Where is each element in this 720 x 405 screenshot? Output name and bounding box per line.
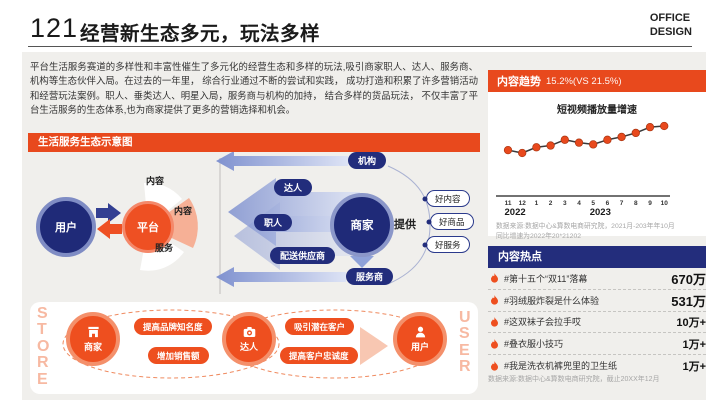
- svg-text:6: 6: [606, 200, 610, 207]
- arrow-service-left: [216, 267, 346, 287]
- service-provider-pill: 服务商: [346, 268, 394, 285]
- trend-panel-header: 内容趋势 15.2%(VS 21.5%): [488, 70, 706, 92]
- hotspot-row: #我是洗衣机裤兜里的卫生纸 1万+: [488, 355, 706, 376]
- platform-content-top-label: 内容: [146, 176, 165, 186]
- trend-footnote: 数据来源:数据中心&算数电商研究院，2021月-203年年10月 同比增速为20…: [488, 221, 706, 242]
- trend-footnote-line1: 数据来源:数据中心&算数电商研究院，2021月-203年年10月: [496, 223, 675, 230]
- delivery-pill: 配送供应商: [270, 247, 336, 264]
- hotspot-label: #我是洗衣机裤兜里的卫生纸: [504, 361, 618, 372]
- hotspot-value: 10万+: [676, 316, 706, 329]
- funnel-user-label: 用户: [410, 342, 429, 352]
- svg-text:8: 8: [634, 200, 638, 207]
- benefit-attract-pill: 吸引潜在客户: [285, 318, 355, 335]
- good-content-pill: 好内容: [426, 190, 470, 207]
- brand-line2: DESIGN: [649, 26, 692, 39]
- arrow-user-to-platform: [96, 203, 121, 223]
- ecosystem-diagram: 用户 平台 商家 内容 内容 服务 机构 达人 职人 配送供应商 服务商 提供 …: [28, 152, 480, 300]
- flame-icon: [491, 295, 498, 305]
- camera-icon: [243, 327, 255, 337]
- header-divider: [28, 46, 692, 47]
- intro-paragraph: 平台生活服务赛道的多样性和丰富性催生了多元化的经营生态和多样的玩法,吸引商家职人…: [30, 61, 478, 115]
- user-vertical-text: USER: [459, 309, 471, 376]
- funnel-merchant-circle: 商家: [66, 312, 120, 366]
- store-vertical-text: STORE: [37, 305, 50, 388]
- benefit-loyalty-pill: 提高客户忠诚度: [280, 347, 358, 364]
- arrow-to-user: [360, 327, 388, 365]
- zhiren-pill: 职人: [254, 214, 293, 231]
- provide-label: 提供: [394, 219, 416, 231]
- platform-content-right-label: 内容: [174, 206, 193, 216]
- hotspot-value: 1万+: [682, 360, 706, 373]
- brand-line1: OFFICE: [649, 12, 691, 24]
- flame-icon: [491, 360, 498, 371]
- svg-text:11: 11: [505, 200, 512, 207]
- flame-icon: [491, 273, 498, 283]
- ecosystem-section-title: 生活服务生态示意图: [28, 133, 480, 152]
- store-icon: [87, 326, 99, 338]
- svg-text:4: 4: [577, 200, 581, 207]
- platform-circle: 平台: [122, 201, 174, 253]
- brand-logo: OFFICE DESIGN: [650, 11, 692, 40]
- svg-text:12: 12: [519, 200, 527, 207]
- svg-text:1: 1: [535, 200, 539, 207]
- svg-text:9: 9: [648, 200, 652, 207]
- hotspot-value: 670万: [671, 271, 706, 287]
- good-service-pill: 好服务: [426, 236, 470, 253]
- user-circle: 用户: [36, 197, 96, 257]
- page-title: 经营新生态多元，玩法多样: [80, 23, 321, 45]
- hotspot-row: #叠衣服小技巧 1万+: [488, 333, 706, 356]
- funnel-merchant-label: 商家: [83, 342, 102, 352]
- funnel-daren-circle: 达人: [222, 312, 276, 366]
- svg-text:7: 7: [620, 200, 624, 207]
- store-user-funnel: STORE USER 商家 达人 用户 提高品牌知名度: [30, 302, 478, 394]
- slide-number: 121: [30, 13, 79, 43]
- hotspot-value: 1万+: [682, 338, 706, 351]
- flame-icon: [491, 338, 498, 349]
- hotspot-label: #第十五个“双11”落幕: [504, 273, 588, 284]
- org-pill: 机构: [348, 152, 387, 169]
- trend-header-value: 15.2%(VS 21.5%): [546, 75, 622, 87]
- svg-text:2023: 2023: [590, 207, 611, 216]
- good-goods-pill: 好商品: [430, 213, 474, 230]
- hotspot-label: #这双袜子会拉手哎: [504, 317, 582, 328]
- arrow-org-left: [216, 152, 348, 171]
- benefit-sales-pill: 增加销售额: [148, 347, 209, 364]
- svg-text:5: 5: [591, 200, 595, 207]
- hotspot-row: #第十五个“双11”落幕 670万: [488, 268, 706, 290]
- hotspots-list: #第十五个“双11”落幕 670万 #羽绒服炸裂是什么体验 531万 #这双袜子…: [488, 268, 706, 376]
- svg-text:2: 2: [549, 200, 553, 207]
- flame-icon: [491, 316, 498, 327]
- trend-footnote-line2: 同比增速为2022年20*21202: [496, 233, 582, 241]
- hotspot-row: #这双袜子会拉手哎 10万+: [488, 312, 706, 334]
- arrow-platform-to-user: [97, 219, 122, 239]
- trend-panel-body: 短视频播放量增速 11 12 1 2 3 4 5 6 7 8 9 10 2022 2023 数据来源:数据…: [488, 92, 706, 240]
- hotspot-label: #叠衣服小技巧: [504, 339, 564, 350]
- merchant-circle: 商家: [330, 193, 394, 257]
- daren-pill: 达人: [274, 179, 313, 196]
- hotspots-panel-header: 内容热点: [488, 246, 706, 268]
- svg-text:2022: 2022: [505, 207, 526, 216]
- funnel-daren-label: 达人: [239, 342, 258, 352]
- hotspot-row: #羽绒服炸裂是什么体验 531万: [488, 290, 706, 312]
- hotspot-label: #羽绒服炸裂是什么体验: [504, 295, 600, 306]
- svg-text:3: 3: [563, 200, 567, 207]
- trend-header-title: 内容趋势: [497, 76, 541, 88]
- benefit-brand-pill: 提高品牌知名度: [134, 318, 212, 335]
- funnel-user-circle: 用户: [393, 312, 447, 366]
- svg-text:10: 10: [661, 200, 669, 207]
- platform-service-label: 服务: [155, 243, 174, 253]
- hotspot-value: 531万: [671, 293, 706, 309]
- hotspots-footnote: 数据来源:数据中心&算数电商研究院，截止20XX年12月: [488, 376, 660, 383]
- dashed-ellipse-left: [62, 309, 280, 379]
- person-icon: [415, 326, 425, 338]
- chart-title: 短视频播放量增速: [557, 105, 637, 116]
